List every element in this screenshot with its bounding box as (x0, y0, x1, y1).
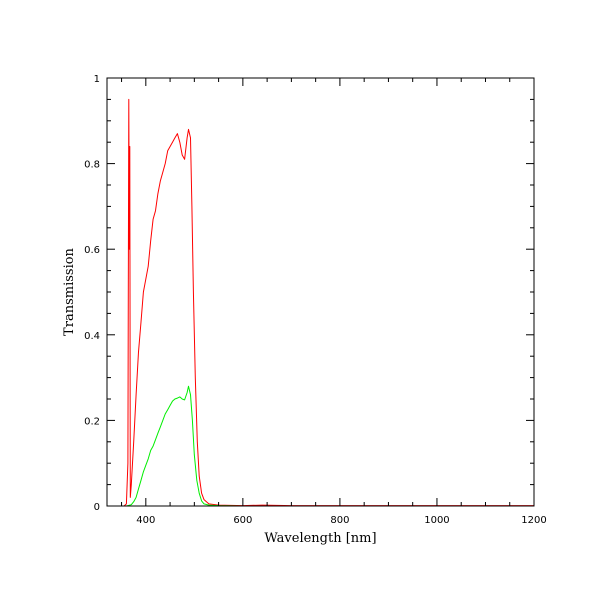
x-tick-label: 600 (233, 515, 252, 526)
x-tick-label: 1200 (521, 515, 546, 526)
y-tick-label: 0.2 (84, 416, 100, 427)
y-tick-label: 0 (94, 502, 100, 513)
x-tick-label: 1000 (424, 515, 449, 526)
y-tick-label: 1 (94, 74, 100, 85)
x-axis-label: Wavelength [nm] (264, 531, 376, 546)
x-tick-label: 800 (330, 515, 349, 526)
y-tick-label: 0.8 (84, 160, 100, 171)
y-tick-label: 0.4 (84, 331, 100, 342)
x-tick-label: 400 (136, 515, 155, 526)
series-line-2 (107, 385, 272, 507)
tick-label-layer: 400 600 800 1000 1200 0 0.2 0.4 0.6 0.8 1 (84, 74, 547, 526)
series-line-1 (107, 98, 534, 507)
series-layer (107, 98, 534, 507)
plot-frame (106, 77, 535, 507)
tick-layer (107, 77, 535, 507)
y-tick-label: 0.6 (84, 245, 100, 256)
y-axis-label: Transmission (62, 247, 77, 335)
